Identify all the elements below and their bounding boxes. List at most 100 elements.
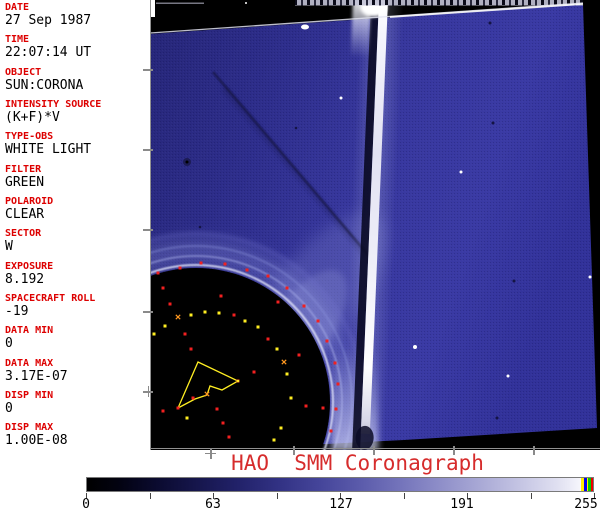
frame-tick-bottom xyxy=(373,446,375,455)
colorbar-stripe-yellow xyxy=(587,478,588,491)
streak-foot xyxy=(355,425,374,450)
frame-cross-bottom xyxy=(210,448,212,459)
fiducial-dot-red xyxy=(168,302,172,306)
ccd-top-edge-bright xyxy=(389,3,584,18)
fiducial-dot-red xyxy=(333,361,337,365)
field-value: 3.17E-07 xyxy=(5,368,68,384)
fiducial-overlay-layer xyxy=(152,261,340,442)
star xyxy=(339,96,343,100)
field-label: SECTOR xyxy=(5,228,42,240)
field-value: WHITE LIGHT xyxy=(5,142,92,158)
fiducial-dot-red xyxy=(336,382,340,386)
field-label: DATE xyxy=(5,2,30,13)
fiducial-dot-yellow xyxy=(203,310,207,314)
polygon-vertex-dot xyxy=(236,379,240,383)
field-type-obs: TYPE-OBS WHITE LIGHT xyxy=(5,131,148,157)
frame-tick-left xyxy=(143,229,153,231)
colorbar-label-0: 0 xyxy=(82,497,90,512)
field-label: TYPE-OBS xyxy=(5,131,54,143)
colorbar-tick xyxy=(276,493,278,499)
fiducial-dot-red xyxy=(276,300,280,304)
fiducial-dot-yellow xyxy=(272,438,276,442)
fiducial-dot-red xyxy=(161,286,165,290)
colorbar-tick xyxy=(403,493,405,499)
fiducial-dot-red xyxy=(245,268,249,272)
fiducial-dot-yellow xyxy=(289,396,293,400)
star xyxy=(506,374,510,378)
orange-cross-stroke xyxy=(281,359,287,365)
colorbar-stripe-yellow xyxy=(580,478,584,491)
fiducial-dot-yellow xyxy=(285,372,289,376)
pylon-shadow-soft xyxy=(221,85,375,265)
colorbar-tick xyxy=(149,493,151,499)
colorbar-tick xyxy=(530,493,532,499)
image-title: HAO SMM Coronagraph xyxy=(231,451,484,475)
colorbar-tick xyxy=(594,493,595,499)
sidebar: DATE 27 Sep 1987 TIME 22:07:14 UT OBJECT SUN:… xyxy=(0,0,148,455)
colorbar-stripe-green xyxy=(588,478,591,491)
dust-spot xyxy=(198,225,202,229)
frame-tick-left xyxy=(143,69,153,71)
field-filter: FILTER GREEN xyxy=(5,164,148,190)
field-label: EXPOSURE xyxy=(5,260,54,272)
field-value: 0 xyxy=(5,336,13,352)
colorbar-tick xyxy=(213,493,214,499)
fiducial-dot-red xyxy=(178,266,182,270)
dust-spot xyxy=(495,416,499,420)
fiducial-dot-red xyxy=(176,406,180,410)
field-value: 8.192 xyxy=(5,271,45,287)
field-value: CLEAR xyxy=(5,206,45,222)
frame-tick-left xyxy=(143,311,153,313)
orange-cross-stroke xyxy=(175,314,181,320)
field-label: TIME xyxy=(5,34,30,46)
fiducial-dot-red xyxy=(266,274,270,278)
frame-cross-left xyxy=(147,386,149,397)
fiducial-dot-yellow xyxy=(152,332,156,336)
fiducial-dot-red xyxy=(316,319,320,323)
fiducial-dot-red xyxy=(297,353,301,357)
fiducial-dot-red xyxy=(304,404,308,408)
field-label: DISP MAX xyxy=(5,422,54,434)
star xyxy=(245,2,247,4)
occulting-disk xyxy=(150,268,330,450)
field-data-min: DATA MIN 0 xyxy=(5,325,148,351)
field-value: 27 Sep 1987 xyxy=(5,13,92,28)
field-value: 22:07:14 UT xyxy=(5,45,92,61)
fiducial-dot-red xyxy=(161,409,165,413)
colorbar-label-191: 191 xyxy=(450,497,474,512)
fiducial-dot-yellow xyxy=(185,416,189,420)
coronagraph-image[interactable] xyxy=(150,0,600,450)
fiducial-dot-red xyxy=(266,337,270,341)
colorbar-stripe-red xyxy=(591,478,593,491)
fiducial-mark-orange xyxy=(175,314,181,320)
colorbar-tick xyxy=(340,493,341,499)
fiducial-dot-yellow xyxy=(163,324,167,328)
fiducial-dot-yellow xyxy=(217,311,221,315)
field-polaroid: POLAROID CLEAR xyxy=(5,196,148,222)
field-object: OBJECT SUN:CORONA xyxy=(5,67,148,93)
dust-spot xyxy=(491,121,495,125)
fiducial-dot-red xyxy=(219,294,223,298)
fiducial-dot-red xyxy=(321,406,325,410)
star xyxy=(588,275,592,279)
fiducial-dot-red xyxy=(325,339,329,343)
fiducial-dot-red xyxy=(215,407,219,411)
dust-spot-core xyxy=(185,160,189,164)
frame-tick-bottom xyxy=(453,446,455,455)
dust-spot xyxy=(488,21,492,25)
fiducial-mark-orange xyxy=(204,391,210,397)
field-value: (K+F)*V xyxy=(5,109,60,125)
fiducial-dot-red xyxy=(221,421,225,425)
fiducial-dot-yellow xyxy=(256,325,260,329)
field-value: W xyxy=(5,239,13,255)
field-spacecraft-roll: SPACECRAFT ROLL -19 xyxy=(5,293,148,319)
field-value: -19 xyxy=(5,303,29,319)
field-exposure: EXPOSURE 8.192 xyxy=(5,261,148,287)
field-time: TIME 22:07:14 UT xyxy=(5,34,148,60)
field-label: POLAROID xyxy=(5,195,54,207)
fiducial-dot-red xyxy=(285,286,289,290)
colorbar xyxy=(86,477,594,492)
colorbar-stripe-blue xyxy=(583,478,587,491)
field-label: OBJECT xyxy=(5,66,42,78)
fiducial-dot-yellow xyxy=(279,426,283,430)
